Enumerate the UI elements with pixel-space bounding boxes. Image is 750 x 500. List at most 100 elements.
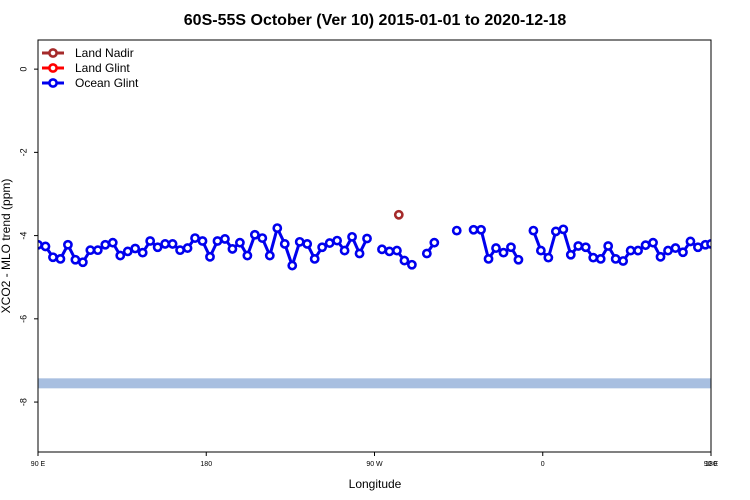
ocean-glint-point — [85, 245, 96, 256]
ocean-glint-point — [257, 233, 268, 243]
ocean-glint-point — [242, 250, 253, 261]
y-tick-label: 0 — [18, 67, 28, 72]
ocean-glint-point — [160, 239, 171, 249]
ocean-glint-point — [55, 254, 66, 264]
ocean-glint-point — [362, 233, 372, 244]
ocean-glint-point — [332, 235, 343, 246]
legend-marker-land-glint — [48, 63, 58, 73]
ocean-glint-point — [640, 240, 651, 251]
ocean-glint-point — [476, 224, 486, 235]
ocean-glint-point — [468, 224, 479, 235]
x-tick-label: 90 E — [704, 461, 719, 468]
ocean-glint-point — [115, 250, 126, 261]
ocean-glint-point — [678, 247, 688, 258]
legend-marker-ocean-glint — [48, 78, 58, 88]
ocean-glint-point — [234, 237, 245, 248]
y-tick-label: -2 — [18, 148, 28, 156]
ocean-glint-point — [279, 239, 290, 249]
ocean-glint-point — [264, 250, 275, 261]
ocean-glint-point — [595, 254, 606, 264]
legend-label-land-glint: Land Glint — [75, 61, 130, 75]
ocean-glint-point — [618, 256, 629, 266]
x-axis-label: Longitude — [349, 477, 402, 491]
ocean-glint-point — [498, 247, 509, 258]
ocean-glint-point — [354, 248, 365, 259]
ocean-glint-point — [491, 243, 501, 253]
ocean-glint-point — [706, 239, 711, 249]
legend-marker-land-nadir — [48, 48, 58, 58]
ocean-glint-point — [152, 242, 163, 253]
ocean-glint-point — [287, 260, 298, 271]
ocean-glint-point — [633, 245, 643, 256]
ocean-glint-point — [580, 242, 591, 253]
land-nadir-point — [393, 209, 404, 220]
ocean-glint-point — [451, 225, 462, 236]
ocean-glint-point — [317, 242, 328, 253]
ocean-glint-point — [603, 241, 614, 251]
ocean-glint-point — [249, 229, 260, 240]
ocean-glint-point — [670, 243, 681, 253]
ocean-glint-point — [182, 243, 193, 253]
ocean-glint-point — [272, 223, 283, 234]
ocean-glint-point — [339, 245, 350, 256]
y-axis-label: XCO2 - MLO trend (ppm) — [0, 179, 13, 314]
ocean-glint-point — [421, 248, 432, 259]
ocean-glint-point — [70, 254, 81, 265]
ocean-glint-point — [100, 239, 111, 250]
ocean-glint-point — [377, 244, 387, 255]
ocean-glint-point — [220, 234, 230, 244]
ocean-glint-point — [558, 224, 569, 235]
x-tick-label: 90 W — [366, 461, 383, 468]
x-tick-label: 180 — [200, 461, 212, 468]
ocean-glint-point — [384, 246, 395, 257]
ocean-glint-point — [625, 245, 636, 256]
ocean-glint-point — [528, 225, 539, 236]
x-tick-label: 90 E — [31, 461, 46, 468]
x-tick-label: 0 — [541, 461, 545, 468]
ocean-glint-point — [685, 236, 696, 247]
ocean-glint-point — [167, 239, 178, 249]
reference-band — [38, 378, 711, 389]
ocean-glint-point — [190, 233, 200, 243]
ocean-glint-point — [550, 226, 561, 237]
ocean-glint-point — [573, 241, 584, 251]
ocean-glint-point — [324, 238, 335, 248]
ocean-glint-point — [648, 237, 658, 248]
ocean-glint-point — [513, 254, 524, 265]
y-tick-label: -6 — [18, 315, 28, 323]
ocean-glint-point — [543, 252, 554, 263]
ocean-glint-point — [610, 254, 621, 264]
ocean-glint-point — [565, 249, 576, 260]
ocean-glint-point — [506, 242, 516, 253]
ocean-glint-point — [122, 246, 133, 257]
ocean-glint-point — [77, 257, 88, 268]
legend-label-land-nadir: Land Nadir — [75, 46, 134, 60]
ocean-glint-point — [227, 244, 238, 254]
ocean-glint-point — [399, 255, 410, 266]
ocean-glint-point — [175, 245, 185, 256]
ocean-glint-point — [535, 245, 546, 256]
ocean-glint-point — [40, 241, 51, 252]
ocean-glint-point — [483, 254, 494, 264]
ocean-glint-point — [588, 252, 599, 263]
y-tick-label: -4 — [18, 232, 28, 240]
ocean-glint-point — [145, 236, 156, 246]
ocean-glint-point — [130, 243, 141, 254]
ocean-glint-point — [212, 236, 223, 246]
chart-title: 60S-55S October (Ver 10) 2015-01-01 to 2… — [184, 12, 567, 29]
ocean-glint-point — [92, 245, 103, 256]
ocean-glint-point — [429, 237, 440, 248]
ocean-glint-point — [392, 245, 402, 256]
ocean-glint-point — [63, 239, 73, 250]
ocean-glint-point — [205, 251, 215, 262]
ocean-glint-point — [693, 242, 703, 253]
ocean-glint-point — [302, 239, 313, 249]
ocean-glint-point — [309, 254, 320, 264]
ocean-glint-point — [347, 231, 357, 242]
ocean-glint-point — [107, 237, 118, 248]
ocean-glint-point — [655, 251, 666, 262]
y-tick-label: -8 — [18, 398, 28, 406]
x-tick-label: 180 — [705, 461, 717, 468]
ocean-glint-point — [137, 247, 148, 258]
